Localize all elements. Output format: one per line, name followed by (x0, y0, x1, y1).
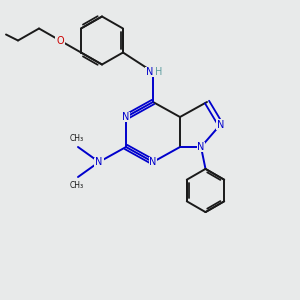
Text: H: H (155, 67, 163, 77)
Text: N: N (217, 119, 224, 130)
Text: CH₃: CH₃ (69, 134, 84, 143)
Bar (94, 158, 104, 166)
Text: N: N (146, 67, 153, 77)
Bar (216, 120, 225, 129)
Text: N: N (122, 112, 130, 122)
Bar (55, 36, 65, 45)
Bar (197, 142, 205, 151)
Text: CH₃: CH₃ (69, 181, 84, 190)
Bar (145, 67, 161, 77)
Text: N: N (149, 157, 157, 167)
Text: N: N (197, 142, 205, 152)
Text: N: N (95, 157, 103, 167)
Bar (122, 113, 130, 121)
Text: O: O (56, 35, 64, 46)
Bar (149, 158, 157, 166)
